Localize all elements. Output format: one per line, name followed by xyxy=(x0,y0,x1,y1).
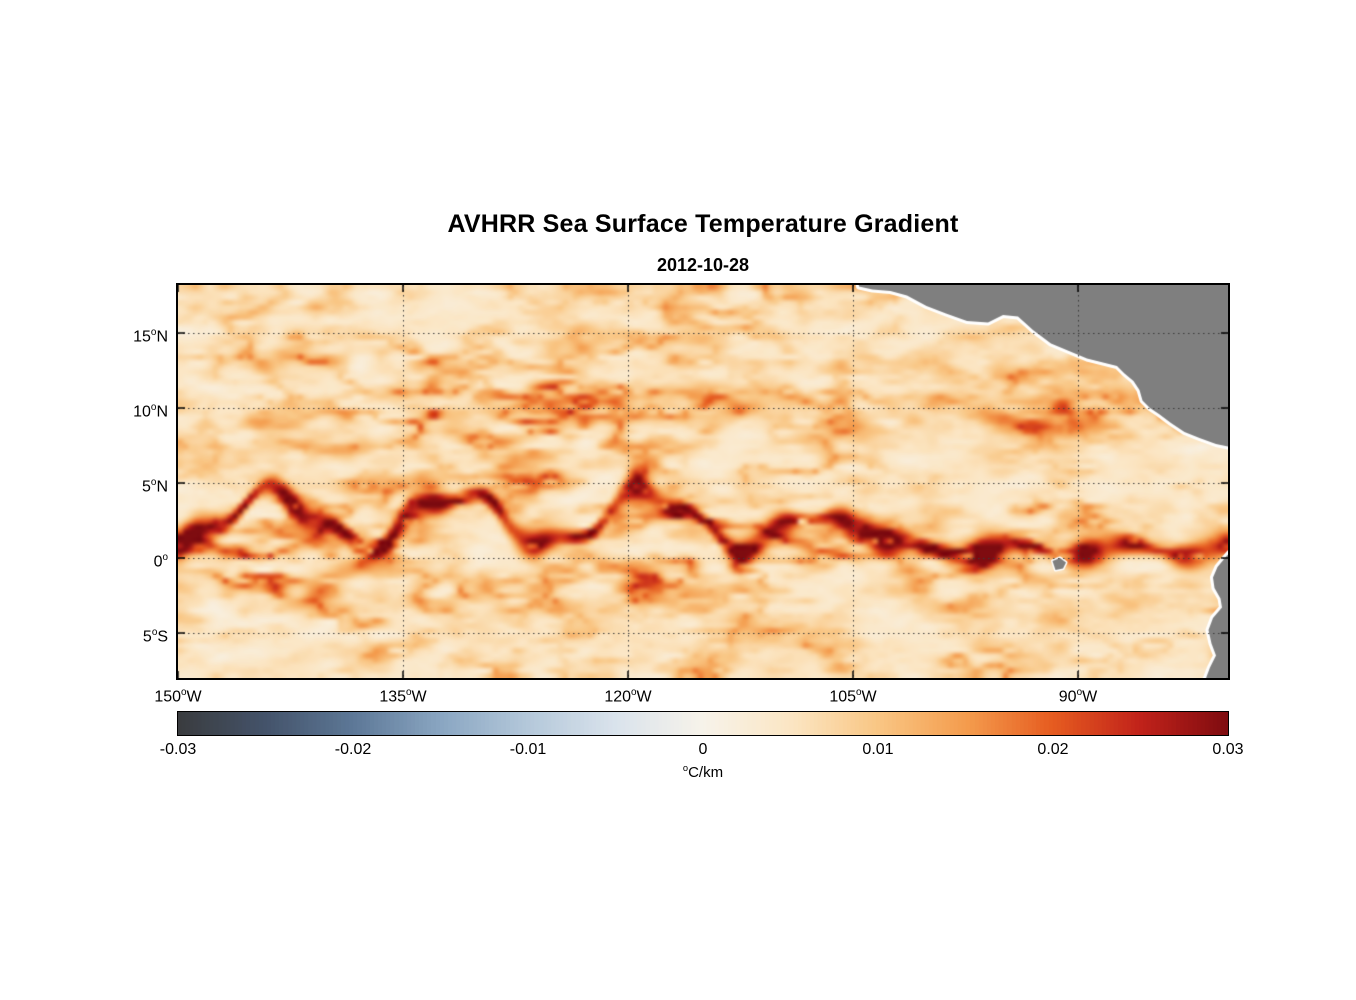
units-text: C/km xyxy=(688,764,724,781)
colorbar-tick-label: 0.02 xyxy=(1037,741,1069,758)
y-tick-dir: S xyxy=(157,628,168,646)
y-tick-label: 5oN xyxy=(56,473,168,496)
x-tick-sup: o xyxy=(1076,687,1083,698)
y-tick-num: 15 xyxy=(133,328,151,346)
chart-title: AVHRR Sea Surface Temperature Gradient xyxy=(447,210,959,238)
y-tick-num: 5 xyxy=(142,478,151,496)
x-tick-sup: o xyxy=(181,687,187,698)
x-tick-dir: W xyxy=(186,688,202,706)
x-tick-label: 135oW xyxy=(353,687,453,706)
colorbar-tick-label: -0.02 xyxy=(334,741,372,758)
x-tick-num: 120 xyxy=(604,688,632,706)
x-tick-num: 105 xyxy=(829,688,857,706)
y-tick-sup: o xyxy=(150,327,157,338)
y-tick-sup: o xyxy=(150,402,157,413)
x-tick-label: 105oW xyxy=(803,687,903,706)
x-tick-dir: W xyxy=(1082,688,1098,706)
colorbar-tick-label: -0.03 xyxy=(159,741,197,758)
colorbar-units-label: oC/km xyxy=(178,763,1228,781)
x-tick-sup: o xyxy=(856,687,862,698)
y-tick-label: 15oN xyxy=(56,323,168,346)
y-tick-num: 5 xyxy=(142,628,152,646)
x-tick-label: 120oW xyxy=(578,687,678,706)
x-tick-num: 90 xyxy=(1058,688,1077,706)
x-tick-sup: o xyxy=(406,687,412,698)
x-tick-label: 90oW xyxy=(1028,687,1128,706)
map-plot xyxy=(176,283,1230,680)
y-tick-label: 5oS xyxy=(56,623,168,646)
colorbar-gradient-canvas xyxy=(178,712,1228,735)
colorbar-tick-label: -0.01 xyxy=(509,741,547,758)
x-tick-label: 150oW xyxy=(128,687,228,706)
y-tick-sup: o xyxy=(150,477,157,488)
units-sup: o xyxy=(682,763,689,773)
x-tick-num: 135 xyxy=(379,688,407,706)
y-tick-num: 0 xyxy=(153,553,163,571)
x-tick-sup: o xyxy=(631,687,637,698)
x-tick-dir: W xyxy=(411,688,427,706)
x-tick-dir: W xyxy=(636,688,652,706)
y-tick-dir: N xyxy=(156,478,168,496)
colorbar-tick-label: 0.03 xyxy=(1212,741,1244,758)
sst-gradient-heatmap-canvas xyxy=(178,285,1228,678)
y-tick-num: 10 xyxy=(133,403,151,421)
y-tick-sup: o xyxy=(151,627,158,638)
y-tick-label: 10oN xyxy=(56,398,168,421)
y-tick-dir: N xyxy=(156,328,168,346)
y-tick-sup: o xyxy=(162,552,168,563)
colorbar-tick-label: 0 xyxy=(698,741,708,758)
y-tick-dir: N xyxy=(156,403,168,421)
x-tick-dir: W xyxy=(861,688,877,706)
chart-date: 2012-10-28 xyxy=(656,255,750,275)
colorbar-tick-label: 0.01 xyxy=(862,741,894,758)
colorbar xyxy=(177,711,1229,736)
y-tick-label: 0o xyxy=(56,548,168,571)
x-tick-num: 150 xyxy=(154,688,182,706)
